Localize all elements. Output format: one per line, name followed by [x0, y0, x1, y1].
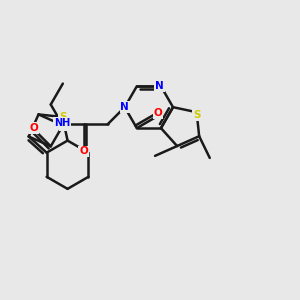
Text: NH: NH: [54, 118, 70, 128]
Text: N: N: [155, 81, 164, 91]
Text: S: S: [59, 112, 66, 122]
Text: N: N: [120, 102, 129, 112]
Text: O: O: [79, 146, 88, 156]
Text: O: O: [29, 123, 38, 133]
Text: S: S: [193, 110, 200, 120]
Text: O: O: [153, 108, 162, 118]
Text: O: O: [59, 120, 68, 130]
